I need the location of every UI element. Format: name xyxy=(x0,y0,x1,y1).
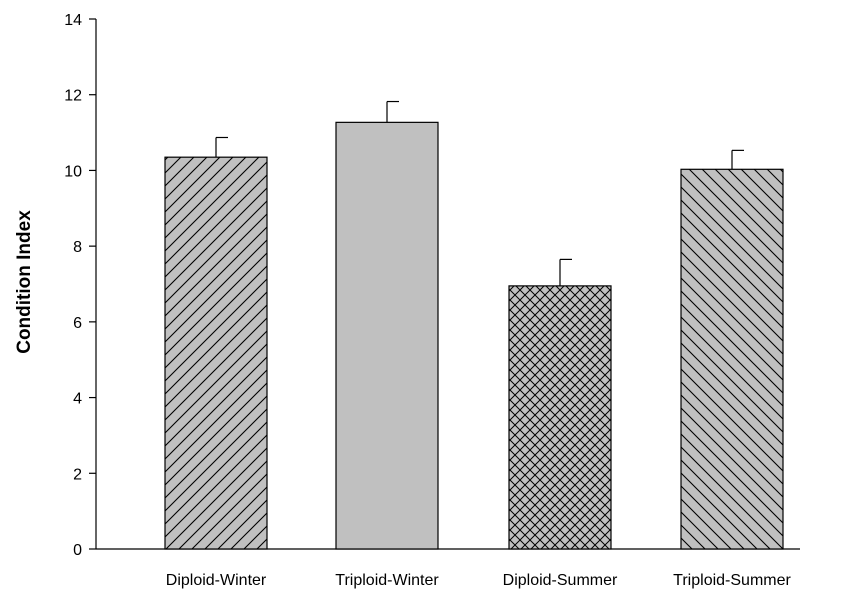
bar-diploid-summer xyxy=(508,285,612,550)
bar-diploid-winter xyxy=(164,156,268,550)
x-tick-label: Diploid-Winter xyxy=(166,572,267,589)
x-tick-label: Diploid-Summer xyxy=(503,572,618,589)
x-tick-label: Triploid-Summer xyxy=(673,572,791,589)
y-tick-label: 10 xyxy=(64,163,82,180)
error-bars-group xyxy=(215,100,744,286)
bars-group xyxy=(164,121,784,550)
y-tick-label: 2 xyxy=(73,466,82,483)
y-axis-title: Condition Index xyxy=(14,210,35,354)
y-tick-label: 0 xyxy=(73,542,82,559)
y-axis: 0 2 4 6 8 10 12 14 xyxy=(64,12,97,559)
y-tick-label: 14 xyxy=(64,12,82,29)
x-tick-label: Triploid-Winter xyxy=(335,572,439,589)
y-tick-label: 12 xyxy=(64,88,82,105)
y-tick-label: 6 xyxy=(73,315,82,332)
bar-triploid-winter xyxy=(335,121,439,550)
x-axis: Diploid-Winter Triploid-Winter Diploid-Sum… xyxy=(96,548,800,589)
y-tick-label: 8 xyxy=(73,239,82,256)
bar-triploid-summer xyxy=(680,168,784,550)
y-tick-label: 4 xyxy=(73,391,82,408)
